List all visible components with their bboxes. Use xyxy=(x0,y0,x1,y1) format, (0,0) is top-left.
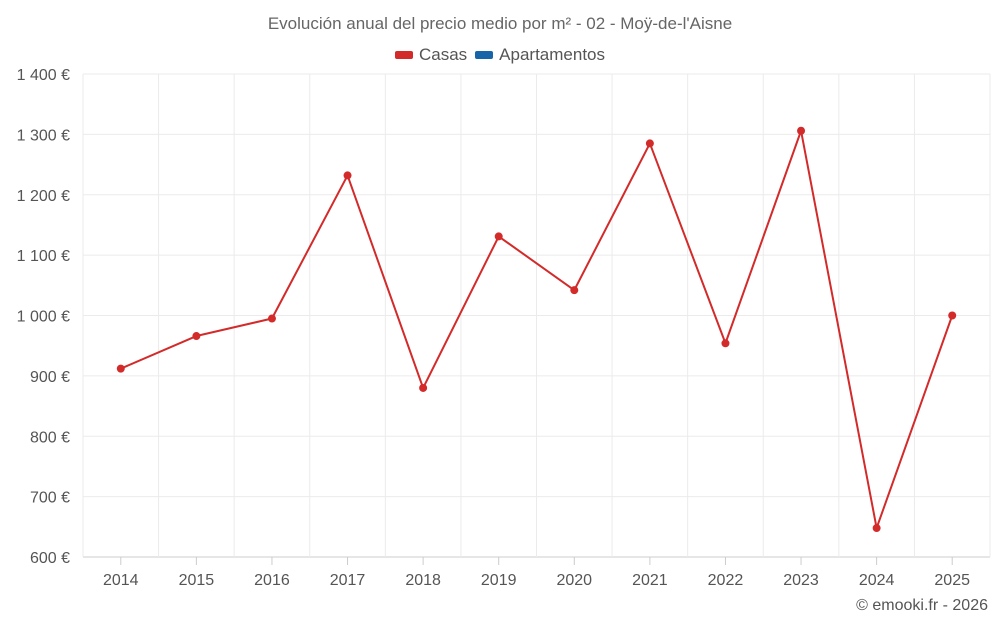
x-tick-label: 2023 xyxy=(783,572,819,589)
y-tick-label: 600 € xyxy=(30,550,70,567)
data-point xyxy=(267,314,276,323)
x-tick-label: 2017 xyxy=(330,572,366,589)
legend-item-apartamentos[interactable]: Apartamentos xyxy=(475,45,605,65)
legend-swatch-apartamentos xyxy=(475,51,494,59)
y-tick-label: 1 000 € xyxy=(17,309,70,326)
credit-text: © emooki.fr - 2026 xyxy=(856,597,988,614)
data-point xyxy=(872,524,881,533)
data-point xyxy=(192,332,201,341)
data-point xyxy=(570,286,579,295)
x-tick-label: 2015 xyxy=(179,572,215,589)
data-point xyxy=(797,126,806,135)
x-tick-label: 2019 xyxy=(481,572,517,589)
y-tick-label: 1 100 € xyxy=(17,248,70,265)
y-tick-label: 700 € xyxy=(30,490,70,507)
x-tick-label: 2024 xyxy=(859,572,895,589)
x-tick-label: 2025 xyxy=(934,572,970,589)
series-line-casas xyxy=(120,129,954,530)
x-tick-label: 2016 xyxy=(254,572,290,589)
data-point xyxy=(645,139,654,148)
data-point xyxy=(419,383,428,392)
chart-title: Evolución anual del precio medio por m² … xyxy=(267,14,733,33)
x-tick-label: 2020 xyxy=(556,572,592,589)
x-tick-label: 2014 xyxy=(103,572,139,589)
data-point xyxy=(116,364,125,373)
y-tick-label: 800 € xyxy=(30,429,70,446)
legend-swatch-casas xyxy=(394,51,413,59)
legend-label-apartamentos: Apartamentos xyxy=(499,45,606,64)
y-tick-label: 1 400 € xyxy=(17,67,70,84)
data-point xyxy=(343,171,352,180)
data-point xyxy=(948,311,957,320)
data-point xyxy=(721,339,730,348)
y-tick-label: 1 300 € xyxy=(17,127,70,144)
x-tick-label: 2022 xyxy=(708,572,744,589)
y-tick-label: 1 200 € xyxy=(17,188,70,205)
x-tick-label: 2018 xyxy=(405,572,441,589)
x-tick-label: 2021 xyxy=(632,572,668,589)
legend-item-casas[interactable]: Casas xyxy=(394,45,468,65)
legend-label-casas: Casas xyxy=(418,45,468,64)
data-point xyxy=(494,232,503,241)
y-tick-label: 900 € xyxy=(30,369,70,386)
legend: Casas Apartamentos xyxy=(0,45,1000,65)
